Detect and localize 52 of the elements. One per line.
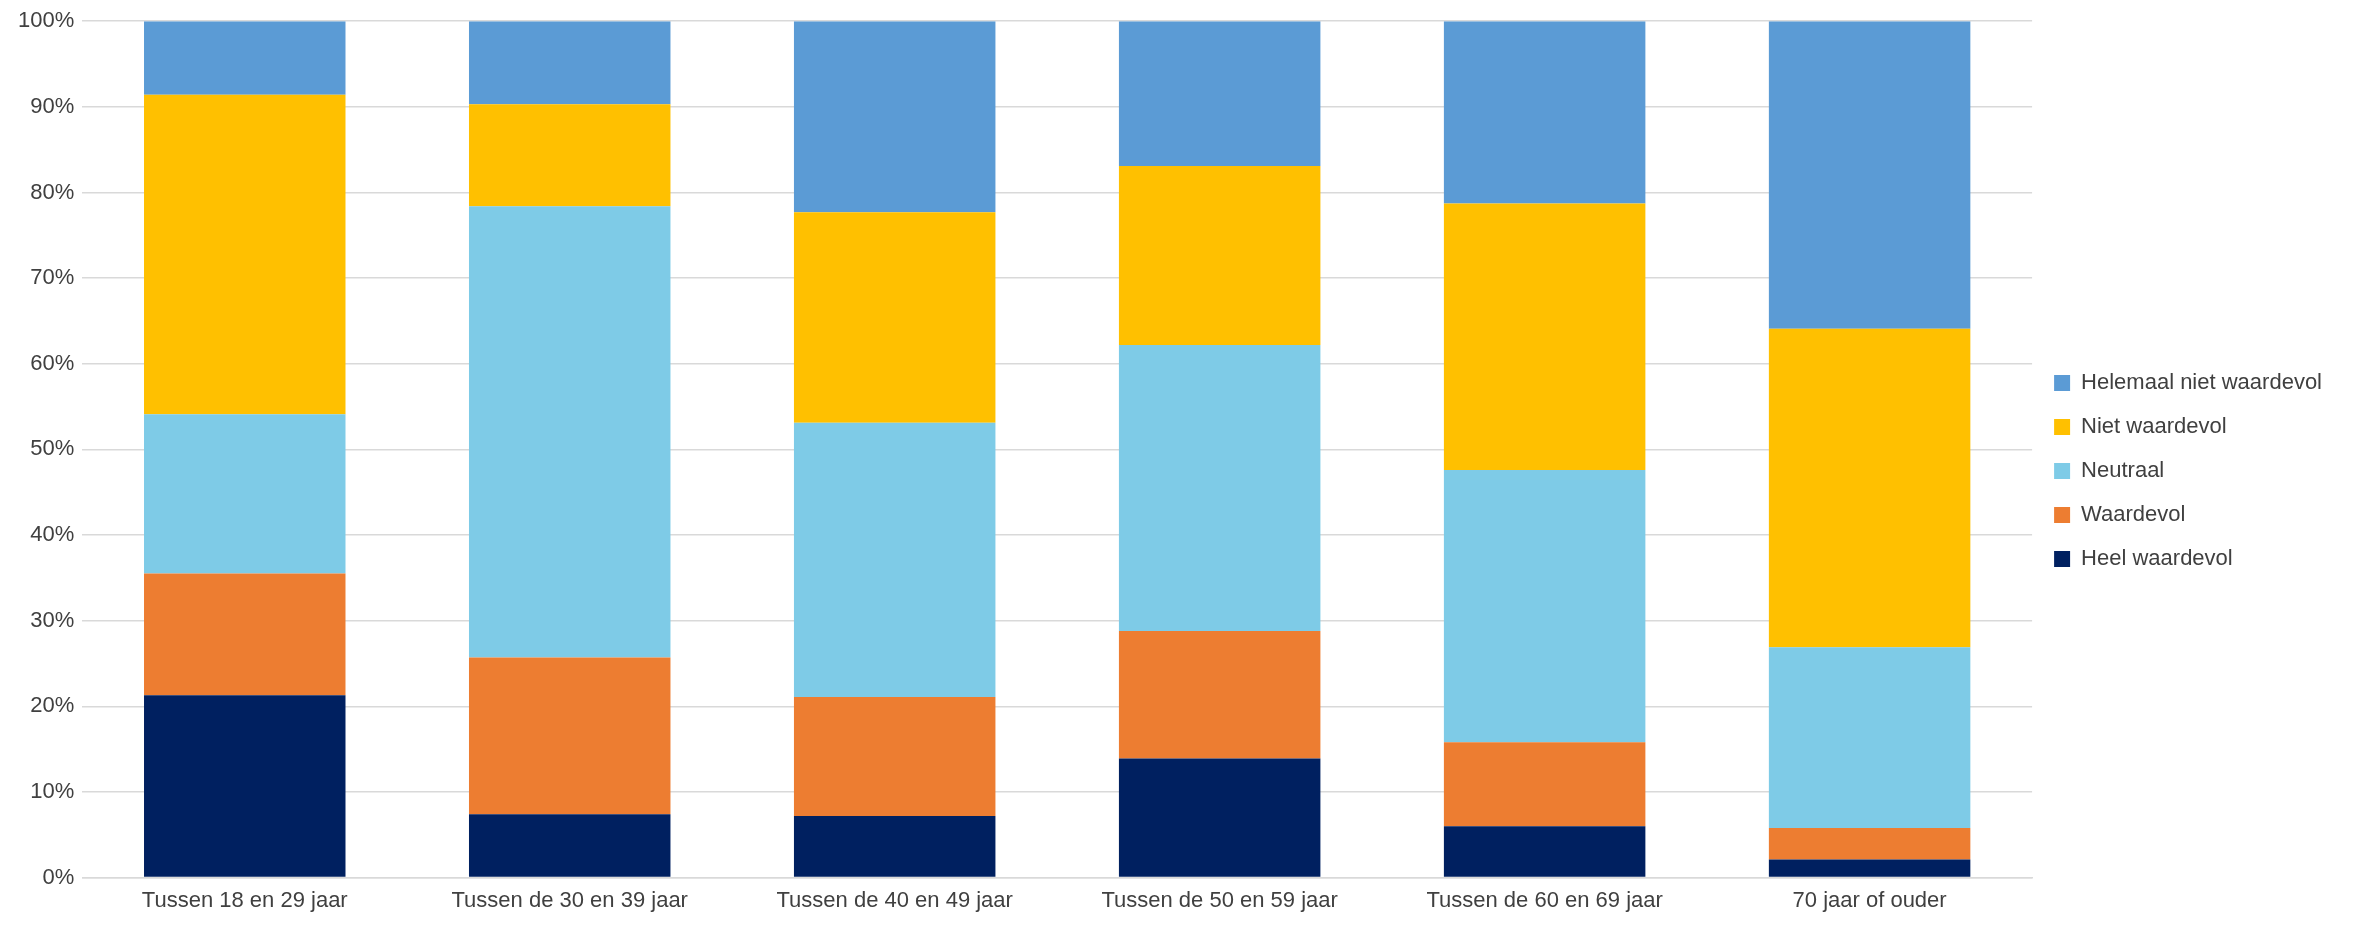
x-tick-label: Tussen de 50 en 59 jaar [1101, 886, 1338, 912]
bar [1118, 21, 1321, 166]
x-tick-label: 70 jaar of ouder [1792, 886, 1947, 912]
bar [144, 21, 346, 95]
x-tick-label: Tussen de 30 en 39 jaar [451, 886, 688, 912]
y-tick-label: 20% [30, 692, 75, 718]
bar [1443, 21, 1646, 204]
legend-label: Helemaal niet waardevol [2081, 369, 2322, 395]
bar [468, 206, 671, 658]
bar [468, 657, 671, 815]
bar [1768, 647, 1971, 828]
bar [793, 422, 996, 697]
y-tick-label: 60% [30, 349, 75, 375]
x-tick-label: Tussen de 40 en 49 jaar [776, 886, 1013, 912]
legend-label: Niet waardevol [2081, 413, 2227, 439]
bar [468, 21, 671, 105]
y-tick-label: 100% [17, 7, 75, 33]
y-tick-label: 70% [30, 264, 75, 290]
bar [1768, 827, 1971, 860]
bar [144, 94, 346, 415]
x-tick-label: Tussen de 60 en 69 jaar [1426, 886, 1663, 912]
bar [1768, 859, 1971, 877]
bar [1443, 826, 1646, 877]
bar [1118, 165, 1321, 345]
legend-label: Heel waardevol [2081, 545, 2233, 571]
bar [1768, 21, 1971, 329]
bar [468, 814, 671, 877]
bar [1118, 630, 1321, 759]
legend-label: Waardevol [2081, 501, 2186, 527]
y-tick-label: 0% [42, 863, 75, 889]
y-tick-label: 50% [30, 435, 75, 461]
bar [1768, 328, 1971, 648]
y-tick-label: 10% [30, 778, 75, 804]
bar [793, 815, 996, 877]
bar [144, 414, 346, 574]
y-tick-label: 90% [30, 92, 75, 118]
bar [793, 696, 996, 816]
bar [468, 104, 671, 207]
bar [1443, 203, 1646, 470]
bar [1118, 344, 1321, 631]
bar [793, 21, 996, 213]
bar [144, 695, 346, 877]
bar [144, 573, 346, 696]
legend-label: Neutraal [2081, 457, 2165, 483]
x-tick-label: Tussen 18 en 29 jaar [141, 886, 348, 912]
y-tick-label: 40% [30, 521, 75, 547]
bar [1443, 742, 1646, 827]
bar [1443, 469, 1646, 743]
bar [793, 212, 996, 423]
y-tick-label: 30% [30, 606, 75, 632]
bar [1118, 758, 1321, 877]
y-tick-label: 80% [30, 178, 75, 204]
